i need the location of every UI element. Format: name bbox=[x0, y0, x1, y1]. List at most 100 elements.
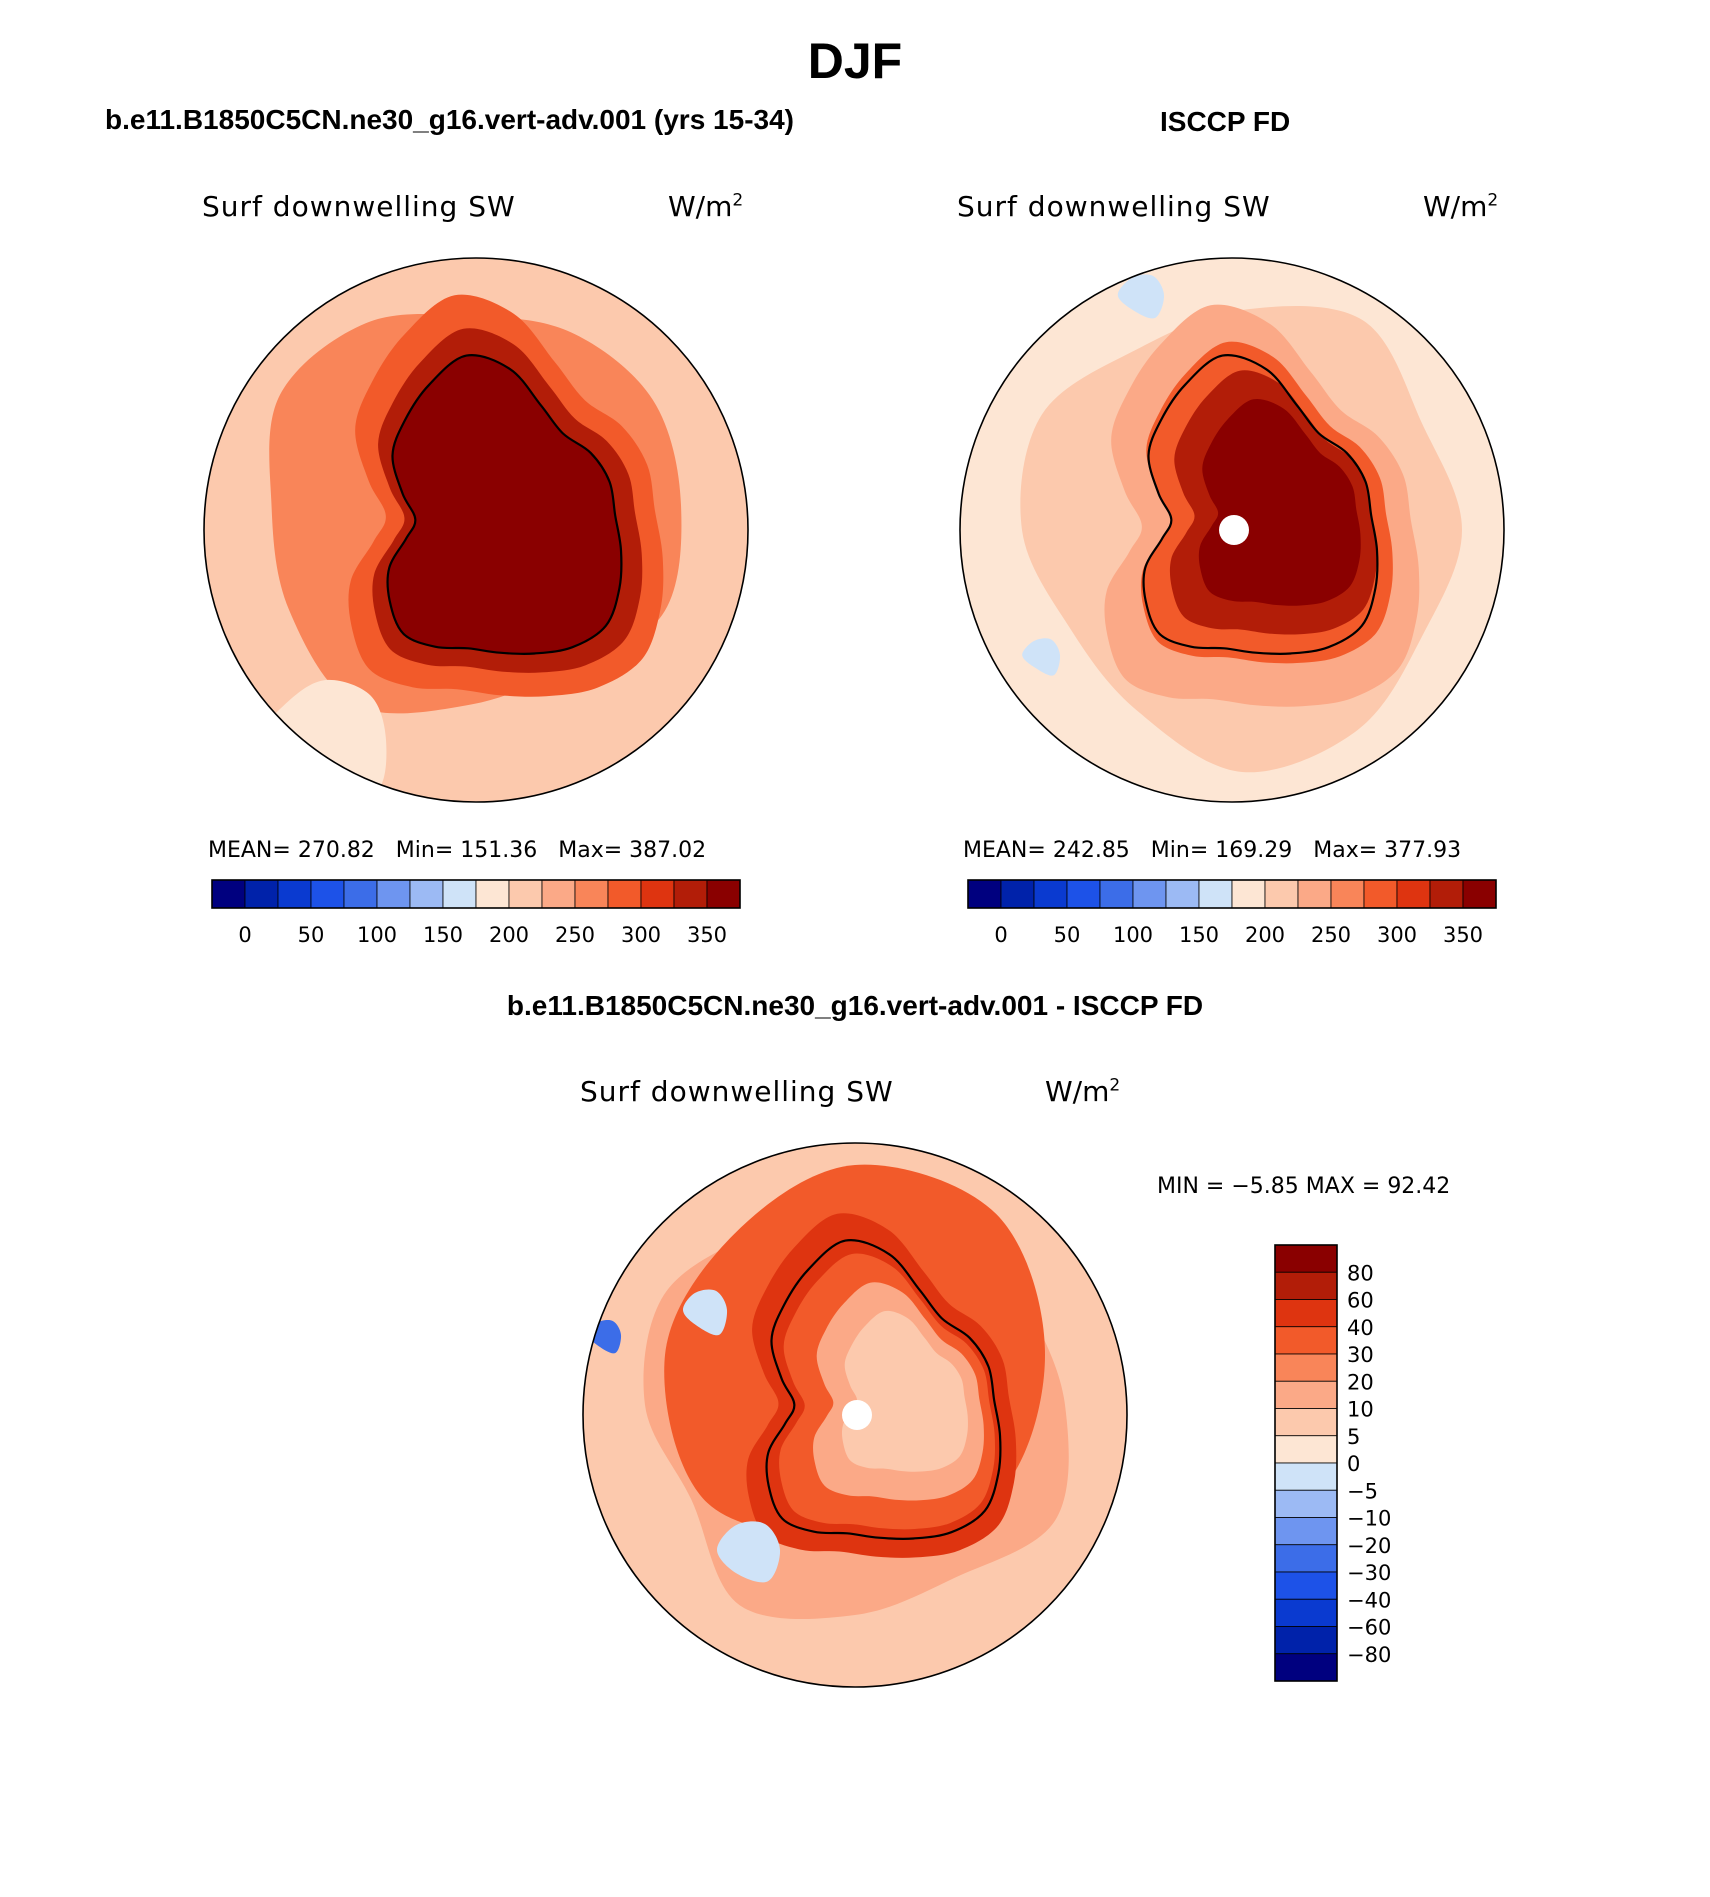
obs-colorbar-swatch-12 bbox=[1363, 879, 1398, 909]
diff-min-value: −5.85 bbox=[1231, 1174, 1299, 1199]
obs-min-label: Min= bbox=[1150, 838, 1209, 863]
diff-colorbar-swatch-15 bbox=[1274, 1653, 1338, 1682]
obs-mean-label: MEAN= bbox=[963, 838, 1046, 863]
model-field-4 bbox=[387, 355, 622, 654]
obs-colorbar-tick-0: 0 bbox=[994, 923, 1007, 947]
obs-colorbar-swatch-6 bbox=[1165, 879, 1200, 909]
obs-colorbar-swatch-5 bbox=[1132, 879, 1167, 909]
diff-colorbar-tick-1: 60 bbox=[1347, 1289, 1374, 1313]
obs-colorbar-swatch-15 bbox=[1462, 879, 1497, 909]
model-colorbar-swatch-11 bbox=[574, 879, 609, 909]
obs-colorbar-swatch-2 bbox=[1033, 879, 1068, 909]
model-colorbar-swatch-10 bbox=[541, 879, 576, 909]
model-colorbar-tick-1: 50 bbox=[298, 923, 325, 947]
obs-colorbar-swatch-1 bbox=[1000, 879, 1035, 909]
diff-colorbar-swatch-7 bbox=[1274, 1435, 1338, 1464]
obs-stats: MEAN= 242.85 Min= 169.29 Max= 377.93 bbox=[963, 838, 1461, 863]
model-colorbar-swatch-15 bbox=[706, 879, 741, 909]
obs-field-5 bbox=[1198, 398, 1361, 606]
diff-colorbar-tick-13: −60 bbox=[1347, 1616, 1391, 1640]
page-title: DJF bbox=[807, 33, 903, 89]
model-colorbar-swatch-14 bbox=[673, 879, 708, 909]
model-colorbar-tick-5: 250 bbox=[555, 923, 595, 947]
diff-colorbar-tick-9: −10 bbox=[1347, 1507, 1391, 1531]
diff-colorbar-tick-11: −30 bbox=[1347, 1561, 1391, 1585]
obs-pole-mask bbox=[1219, 515, 1249, 545]
diff-variable-label: Surf downwelling SW bbox=[580, 1075, 894, 1108]
model-colorbar-swatch-4 bbox=[343, 879, 378, 909]
diff-colorbar-tick-5: 10 bbox=[1347, 1398, 1374, 1422]
model-mean-label: MEAN= bbox=[208, 838, 291, 863]
diff-border bbox=[582, 1142, 1128, 1688]
model-units: W/m bbox=[668, 190, 733, 223]
diff-colorbar-tick-0: 80 bbox=[1347, 1261, 1374, 1285]
model-coastline bbox=[386, 354, 623, 655]
obs-colorbar-tick-2: 100 bbox=[1113, 923, 1153, 947]
obs-units-exponent: 2 bbox=[1487, 190, 1499, 211]
obs-colorbar-swatch-14 bbox=[1429, 879, 1464, 909]
diff-colorbar-tick-3: 30 bbox=[1347, 1343, 1374, 1367]
diff-colorbar-swatch-1 bbox=[1274, 1271, 1338, 1300]
diff-colorbar-tick-7: 0 bbox=[1347, 1452, 1360, 1476]
obs-colorbar-tick-7: 350 bbox=[1443, 923, 1483, 947]
diff-colorbar-tick-8: −5 bbox=[1347, 1479, 1378, 1503]
model-colorbar-swatch-9 bbox=[508, 879, 543, 909]
obs-colorbar-tick-4: 200 bbox=[1245, 923, 1285, 947]
diff-field-7 bbox=[716, 1521, 781, 1583]
model-colorbar-tick-6: 300 bbox=[621, 923, 661, 947]
diff-coastline bbox=[765, 1239, 1002, 1540]
diff-colorbar-swatch-8 bbox=[1274, 1462, 1338, 1491]
diff-colorbar-swatch-11 bbox=[1274, 1544, 1338, 1573]
model-colorbar-swatch-8 bbox=[475, 879, 510, 909]
diff-colorbar-tick-12: −40 bbox=[1347, 1588, 1391, 1612]
diff-colorbar-frame bbox=[1274, 1244, 1338, 1682]
model-stats: MEAN= 270.82 Min= 151.36 Max= 387.02 bbox=[208, 838, 706, 863]
model-colorbar-swatch-3 bbox=[310, 879, 345, 909]
model-border bbox=[203, 257, 749, 803]
obs-mean-value: 242.85 bbox=[1052, 838, 1130, 863]
obs-coastline bbox=[1142, 354, 1379, 655]
obs-colorbar-swatch-11 bbox=[1330, 879, 1365, 909]
diff-units-exponent: 2 bbox=[1109, 1075, 1121, 1096]
diff-colorbar-tick-14: −80 bbox=[1347, 1643, 1391, 1667]
obs-map bbox=[960, 258, 1504, 802]
obs-units: W/m bbox=[1423, 190, 1488, 223]
diff-colorbar-tick-6: 5 bbox=[1347, 1425, 1360, 1449]
obs-variable-label: Surf downwelling SW bbox=[957, 190, 1271, 223]
diff-max-value: 92.42 bbox=[1387, 1174, 1451, 1199]
diff-min-label: MIN = bbox=[1157, 1174, 1225, 1199]
obs-panel-header: ISCCP FD bbox=[1160, 106, 1291, 137]
model-units-label: W/m2 bbox=[668, 190, 743, 223]
diff-stats: MIN = −5.85 MAX = 92.42 bbox=[1157, 1174, 1450, 1199]
diff-colorbar-swatch-6 bbox=[1274, 1408, 1338, 1437]
model-max-label: Max= bbox=[558, 838, 623, 863]
obs-colorbar-swatch-7 bbox=[1198, 879, 1233, 909]
diff-colorbar-tick-10: −20 bbox=[1347, 1534, 1391, 1558]
diff-colorbar-swatch-2 bbox=[1274, 1299, 1338, 1328]
diff-field-6 bbox=[841, 1310, 968, 1472]
obs-field-6 bbox=[1117, 274, 1165, 319]
diff-pole-mask bbox=[842, 1400, 872, 1430]
obs-field-7 bbox=[1022, 638, 1061, 676]
obs-colorbar-swatch-9 bbox=[1264, 879, 1299, 909]
obs-colorbar-swatch-10 bbox=[1297, 879, 1332, 909]
diff-field-8 bbox=[682, 1289, 728, 1336]
diff-map bbox=[583, 1143, 1127, 1687]
diff-colorbar-swatch-3 bbox=[1274, 1326, 1338, 1355]
model-mean-value: 270.82 bbox=[297, 838, 375, 863]
model-colorbar-swatch-6 bbox=[409, 879, 444, 909]
diff-units-label: W/m2 bbox=[1045, 1075, 1120, 1108]
diff-colorbar-swatch-9 bbox=[1274, 1489, 1338, 1518]
obs-colorbar-swatch-4 bbox=[1099, 879, 1134, 909]
model-map bbox=[204, 258, 748, 802]
obs-colorbar-tick-6: 300 bbox=[1377, 923, 1417, 947]
diff-colorbar-tick-2: 40 bbox=[1347, 1316, 1374, 1340]
obs-colorbar-swatch-8 bbox=[1231, 879, 1266, 909]
model-units-exponent: 2 bbox=[732, 190, 744, 211]
model-colorbar-tick-4: 200 bbox=[489, 923, 529, 947]
obs-colorbar: 0 50 100 150 200 250 300 350 bbox=[967, 879, 1497, 947]
diff-colorbar-swatch-14 bbox=[1274, 1626, 1338, 1655]
model-colorbar-tick-2: 100 bbox=[357, 923, 397, 947]
obs-border bbox=[959, 257, 1505, 803]
